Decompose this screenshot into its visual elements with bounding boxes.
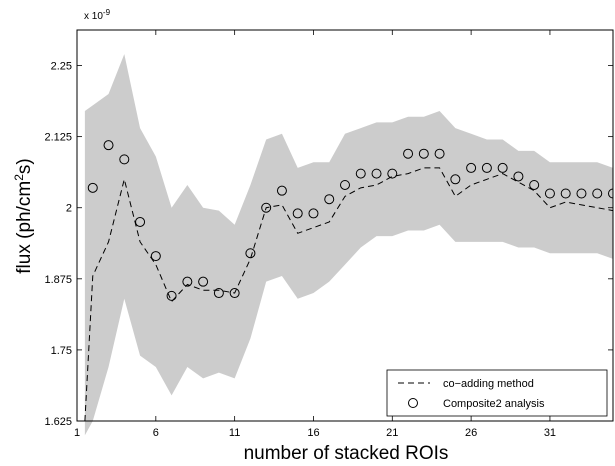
data-point-composite2-analysis: [497, 162, 508, 173]
y-scale-multiplier: x 10-9: [84, 8, 111, 22]
plot-frame: [76, 29, 614, 422]
data-point-composite2-analysis: [182, 276, 193, 287]
y-tick-label: 2.25: [51, 61, 72, 73]
data-point-composite2-analysis: [103, 140, 114, 151]
y-tick-labels: 1.625 1.75 1.875 2 2.125 2.25: [44, 61, 72, 428]
data-point-composite2-analysis: [340, 179, 350, 190]
confidence-band: [84, 54, 614, 436]
data-point-composite2-analysis: [403, 148, 414, 159]
y-axis-title: flux (ph/cm2s): [12, 158, 35, 273]
data-point-composite2-analysis: [119, 154, 130, 165]
y-tick-label: 1.625: [44, 416, 72, 428]
data-point-composite2-analysis: [481, 162, 492, 173]
data-point-composite2-analysis: [466, 162, 477, 173]
data-point-composite2-analysis: [434, 148, 445, 159]
confidence-band-layer: [84, 54, 614, 436]
data-point-composite2-analysis: [213, 288, 224, 299]
y-axis-title-superscript: 2: [12, 174, 26, 181]
data-point-composite2-analysis: [387, 168, 398, 179]
data-point-composite2-analysis: [276, 185, 287, 196]
data-point-composite2-analysis: [513, 171, 524, 182]
y-scale-base: x 10: [84, 11, 103, 22]
data-point-composite2-analysis: [450, 174, 461, 185]
y-tick-label: 1.75: [51, 345, 72, 357]
data-point-composite2-analysis: [592, 188, 603, 199]
y-tick-label: 1.875: [44, 274, 72, 286]
x-tick-labels: 1 6 11 16 21 26 31: [74, 427, 556, 439]
legend-label-co-adding-method: co−adding method: [443, 378, 534, 390]
x-tick-label: 16: [307, 427, 319, 439]
legend: co−adding method Composite2 analysis: [386, 369, 608, 417]
x-tick-label: 6: [153, 427, 159, 439]
x-tick-label: 1: [74, 427, 80, 439]
x-tick-label: 31: [544, 427, 556, 439]
data-point-composite2-analysis: [261, 202, 272, 213]
data-point-composite2-analysis: [150, 251, 161, 262]
data-point-composite2-analysis: [245, 248, 256, 259]
data-point-composite2-analysis: [166, 290, 177, 301]
y-tick-label: 2: [66, 203, 72, 215]
data-point-composite2-analysis: [135, 216, 146, 227]
legend-box: [386, 369, 608, 417]
series-line-co-adding-method: [84, 167, 613, 421]
legend-swatch-composite2-analysis: [408, 398, 418, 408]
data-point-composite2-analysis: [198, 276, 209, 287]
x-axis-title: number of stacked ROIs: [244, 443, 449, 464]
data-point-composite2-analysis: [576, 188, 587, 199]
data-point-composite2-analysis: [292, 208, 303, 219]
series-layer: [84, 140, 613, 421]
data-point-composite2-analysis: [560, 188, 571, 199]
data-point-composite2-analysis: [529, 179, 540, 190]
x-tick-label: 11: [229, 427, 240, 439]
data-point-composite2-analysis: [308, 208, 319, 219]
data-point-composite2-analysis: [87, 182, 98, 193]
data-point-composite2-analysis: [229, 288, 240, 299]
y-axis-title-main: flux (ph/cm: [14, 181, 35, 274]
data-point-composite2-analysis: [355, 168, 366, 179]
tick-marks-layer: [76, 30, 613, 422]
data-point-composite2-analysis: [608, 188, 613, 199]
data-point-composite2-analysis: [544, 188, 555, 199]
y-scale-exponent: -9: [103, 8, 111, 17]
y-tick-label: 2.125: [44, 132, 72, 144]
x-tick-label: 26: [465, 427, 477, 439]
y-axis-title-end: s): [14, 158, 35, 174]
data-point-composite2-analysis: [418, 148, 429, 159]
data-point-composite2-analysis: [324, 194, 335, 205]
data-point-composite2-analysis: [371, 168, 382, 179]
legend-label-composite2-analysis: Composite2 analysis: [443, 398, 545, 410]
x-tick-label: 21: [386, 427, 398, 439]
